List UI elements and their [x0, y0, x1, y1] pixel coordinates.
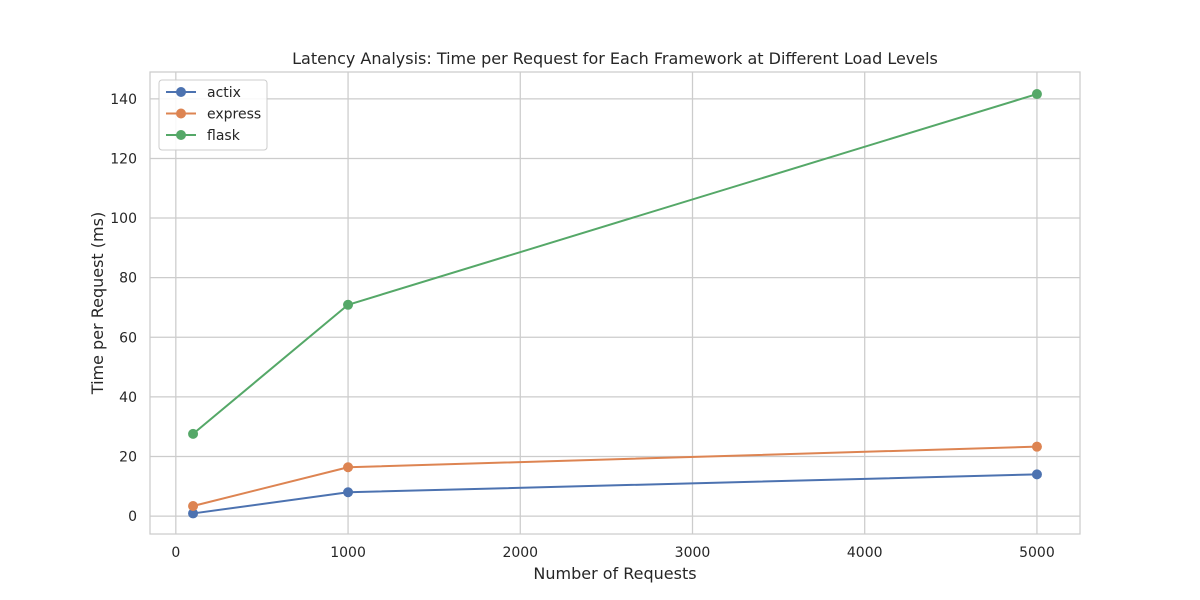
x-axis-title: Number of Requests: [533, 564, 696, 583]
data-point-express: [1031, 441, 1042, 452]
chart-title: Latency Analysis: Time per Request for E…: [292, 49, 938, 68]
data-point-express: [188, 500, 199, 511]
legend-item-actix: actix: [166, 85, 241, 101]
data-point-flask: [343, 299, 354, 310]
series-flask: [188, 89, 1042, 439]
data-point-express: [343, 462, 354, 473]
x-tick-label: 5000: [1019, 545, 1055, 561]
legend-box: [158, 79, 268, 151]
legend-marker-flask: [176, 130, 186, 140]
x-tick-label: 2000: [502, 545, 538, 561]
y-tick-label: 100: [110, 211, 137, 227]
y-tick-label: 0: [128, 509, 137, 525]
x-axis-ticks: 0 1000 2000 3000 4000 5000: [171, 545, 1054, 561]
y-tick-label: 120: [110, 151, 137, 167]
y-axis-ticks: 0 20 40 60 80 100 120 140: [110, 92, 137, 525]
y-tick-label: 20: [119, 450, 137, 466]
data-point-actix: [343, 487, 354, 498]
plot-frame: [149, 71, 1081, 535]
legend-label-actix: actix: [207, 85, 241, 101]
y-tick-label: 40: [119, 390, 137, 406]
legend-item-flask: flask: [166, 128, 241, 144]
x-tick-label: 1000: [330, 545, 366, 561]
series-actix: [188, 469, 1042, 519]
x-tick-label: 4000: [847, 545, 883, 561]
data-point-actix: [1031, 469, 1042, 480]
data-point-flask: [1031, 89, 1042, 100]
legend-label-express: express: [207, 107, 261, 123]
legend-label-flask: flask: [207, 128, 241, 144]
y-tick-label: 80: [119, 271, 137, 287]
x-tick-label: 3000: [675, 545, 711, 561]
data-point-actix: [188, 508, 199, 519]
legend-item-express: express: [166, 107, 261, 123]
x-tick-label: 0: [171, 545, 180, 561]
y-axis-title: Time per Request (ms): [88, 212, 107, 395]
legend-marker-express: [176, 108, 186, 119]
y-tick-label: 140: [110, 92, 137, 108]
legend: actix express flask: [158, 79, 268, 151]
series-group: [188, 89, 1042, 519]
data-point-flask: [188, 428, 199, 439]
grid-lines: [150, 72, 1080, 534]
series-express: [188, 441, 1042, 511]
y-tick-label: 60: [119, 330, 137, 346]
legend-marker-actix: [176, 87, 186, 97]
